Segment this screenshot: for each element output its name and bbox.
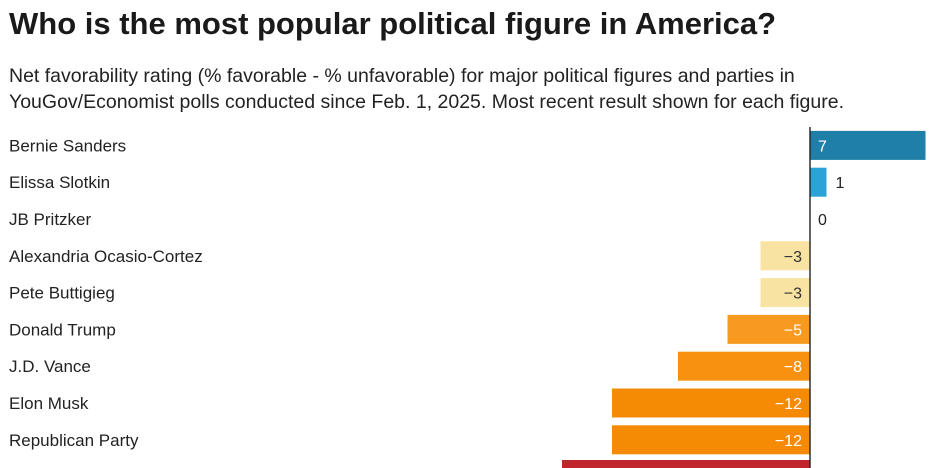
bar [727,314,810,344]
value-label: −8 [784,359,802,376]
category-label: JB Pritzker [9,210,92,229]
value-label: 0 [818,212,827,229]
subtitle-line-2: YouGov/Economist polls conducted since F… [9,91,844,113]
category-label: Republican Party [9,431,139,450]
category-label: Elissa Slotkin [9,173,110,192]
bar [562,460,810,468]
category-label: Pete Buttigieg [9,284,115,303]
category-label: Alexandria Ocasio-Cortez [9,247,203,266]
bar [678,351,810,381]
value-label: −12 [775,433,802,450]
bar [760,278,810,308]
category-label: Donald Trump [9,320,116,339]
bar [612,425,810,455]
value-label: −5 [784,322,802,339]
bar [810,167,827,197]
category-label: Elon Musk [9,394,89,413]
value-label: −3 [784,286,802,303]
bar [612,388,810,418]
subtitle-line-1: Net favorability rating (% favorable - %… [9,65,795,87]
category-label: J.D. Vance [9,357,91,376]
bar [760,241,810,271]
value-label: −12 [775,396,802,413]
value-label: 1 [836,175,845,192]
chart-subtitle: Net favorability rating (% favorable - %… [9,63,934,115]
chart-title: Who is the most popular political figure… [9,6,777,41]
value-label: 7 [818,138,827,155]
bar [810,130,926,160]
value-label: −3 [784,249,802,266]
category-label: Bernie Sanders [9,136,126,155]
